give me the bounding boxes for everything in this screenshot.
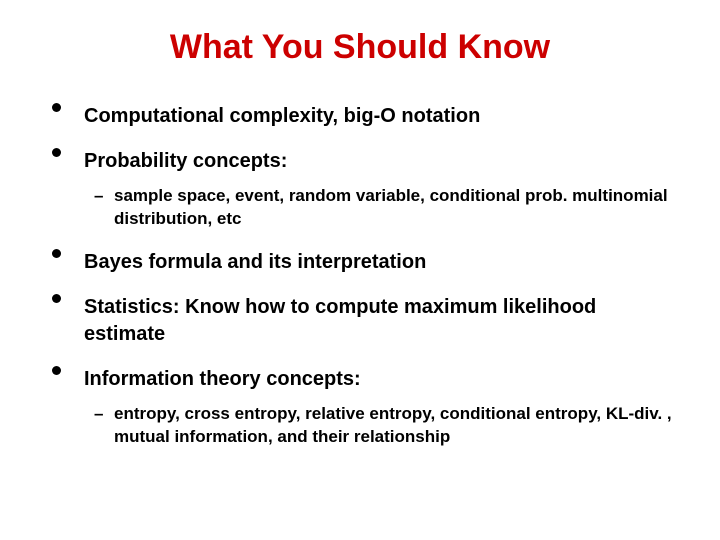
bullet-item: Computational complexity, big-O notation — [48, 103, 672, 130]
bullet-text: Probability concepts: — [84, 148, 672, 175]
sub-list: – sample space, event, random variable, … — [84, 185, 672, 231]
bullet-text: Statistics: Know how to compute maximum … — [84, 294, 672, 348]
bullet-text: Information theory concepts: — [84, 366, 672, 393]
bullet-dot-icon — [52, 249, 61, 258]
bullet-item: Statistics: Know how to compute maximum … — [48, 294, 672, 348]
bullet-text: Computational complexity, big-O notation — [84, 103, 672, 130]
bullet-item: Information theory concepts: – entropy, … — [48, 366, 672, 449]
bullet-dot-icon — [52, 103, 61, 112]
bullet-list: Computational complexity, big-O notation… — [48, 103, 672, 449]
sub-item: – sample space, event, random variable, … — [84, 185, 672, 231]
bullet-item: Probability concepts: – sample space, ev… — [48, 148, 672, 231]
dash-icon: – — [94, 185, 103, 208]
bullet-item: Bayes formula and its interpretation — [48, 249, 672, 276]
bullet-dot-icon — [52, 366, 61, 375]
sub-list: – entropy, cross entropy, relative entro… — [84, 403, 672, 449]
bullet-dot-icon — [52, 148, 61, 157]
bullet-text: Bayes formula and its interpretation — [84, 249, 672, 276]
slide-title: What You Should Know — [48, 28, 672, 67]
dash-icon: – — [94, 403, 103, 426]
sub-item: – entropy, cross entropy, relative entro… — [84, 403, 672, 449]
sub-text: entropy, cross entropy, relative entropy… — [114, 404, 672, 446]
bullet-dot-icon — [52, 294, 61, 303]
sub-text: sample space, event, random variable, co… — [114, 186, 668, 228]
